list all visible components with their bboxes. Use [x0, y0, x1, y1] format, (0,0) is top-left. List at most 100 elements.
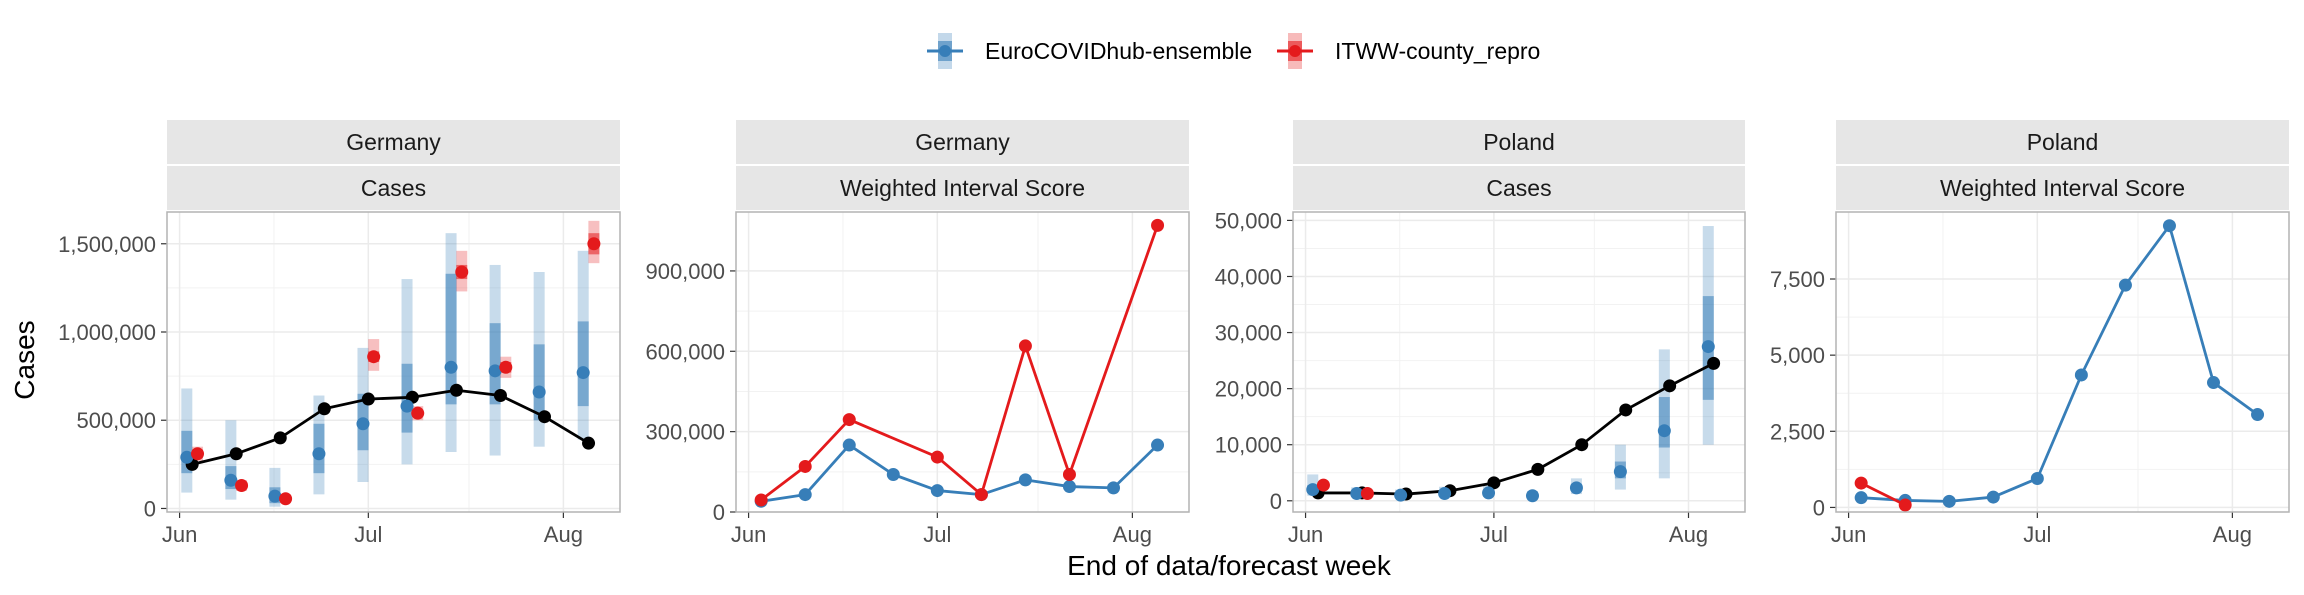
x-tick-label: Aug [2213, 522, 2252, 547]
interval-50-eurocovidhub-ensemble [1658, 397, 1670, 448]
series-point-itww-county-repro [1062, 468, 1076, 481]
y-tick-label: 20,000 [1215, 377, 1282, 402]
series-point-itww-county-repro [842, 413, 856, 427]
median-point-eurocovidhub-ensemble [312, 447, 326, 461]
series-point-eurocovidhub-ensemble [2207, 376, 2220, 390]
series-point-observed [229, 447, 243, 461]
interval-50-eurocovidhub-ensemble [577, 321, 589, 407]
series-line-eurocovidhub-ensemble [1861, 224, 2259, 503]
series-point-eurocovidhub-ensemble [1062, 480, 1076, 494]
series-point-eurocovidhub-ensemble [2030, 471, 2044, 485]
strip-label-target: Cases [1486, 175, 1551, 201]
median-point-eurocovidhub-ensemble [180, 450, 194, 464]
y-tick-label: 0 [1813, 495, 1825, 520]
series-point-eurocovidhub-ensemble [2074, 368, 2088, 382]
panel-4: Poland Weighted Interval Score 0 2,500 5,000… [1770, 120, 2290, 547]
median-point-eurocovidhub-ensemble [1569, 481, 1583, 495]
series-point-observed [1487, 476, 1501, 490]
strip-label-location: Germany [346, 129, 441, 155]
series-point-eurocovidhub-ensemble [2251, 408, 2265, 422]
median-point-eurocovidhub-ensemble [488, 364, 502, 378]
series-line-itww-county-repro [760, 224, 1159, 502]
series-point-observed [493, 389, 507, 403]
data-layer [1854, 219, 2265, 512]
y-tick-label: 900,000 [645, 259, 725, 284]
strip-top [1293, 120, 1745, 164]
median-point-itww-county-repro [455, 265, 469, 279]
series-point-observed [449, 383, 463, 397]
x-tick-label: Aug [1113, 522, 1152, 547]
median-point-eurocovidhub-ensemble [576, 366, 590, 380]
y-tick-label: 2,500 [1770, 419, 1825, 444]
panel-background [1836, 212, 2289, 512]
series-point-eurocovidhub-ensemble [798, 488, 812, 502]
median-point-eurocovidhub-ensemble [1394, 488, 1408, 502]
strip-bottom [167, 166, 620, 210]
y-tick-label: 40,000 [1215, 264, 1282, 289]
legend-label: EuroCOVIDhub-ensemble [985, 38, 1252, 64]
panel-border [735, 211, 1190, 513]
median-point-eurocovidhub-ensemble [268, 489, 282, 503]
median-point-itww-county-repro [279, 492, 293, 506]
x-tick-label: Jul [2023, 522, 2051, 547]
strip-bottom [1293, 166, 1745, 210]
x-tick-label: Jun [1288, 522, 1323, 547]
strip-label-location: Germany [915, 129, 1010, 155]
median-point-eurocovidhub-ensemble [444, 360, 458, 374]
series-point-itww-county-repro [974, 488, 988, 502]
series-point-eurocovidhub-ensemble [1151, 438, 1165, 452]
median-point-itww-county-repro [1360, 486, 1374, 500]
series-point-eurocovidhub-ensemble [1942, 494, 1956, 508]
series-point-observed [1663, 379, 1677, 393]
legend-label: ITWW-county_repro [1335, 38, 1540, 64]
series-point-eurocovidhub-ensemble [1107, 481, 1120, 495]
median-point-itww-county-repro [235, 479, 249, 493]
x-tick-label: Jul [1480, 522, 1508, 547]
x-tick-label: Jun [1831, 522, 1866, 547]
series-point-observed [1531, 462, 1545, 476]
series-point-eurocovidhub-ensemble [2162, 219, 2176, 233]
series-point-observed [582, 436, 596, 450]
series-point-eurocovidhub-ensemble [1854, 491, 1868, 505]
series-point-observed [538, 410, 551, 424]
panel-background [1293, 212, 1745, 512]
series-point-itww-county-repro [798, 459, 812, 473]
strip-bottom [736, 166, 1189, 210]
data-layer [754, 218, 1165, 508]
strip-bottom [1836, 166, 2289, 210]
legend-point-key [939, 45, 951, 57]
series-point-observed [1575, 438, 1589, 452]
series-line-observed [1318, 362, 1715, 496]
strip-top [736, 120, 1189, 164]
interval-50-eurocovidhub-ensemble [489, 323, 501, 405]
median-point-eurocovidhub-ensemble [1306, 483, 1320, 497]
series-point-itww-county-repro [930, 450, 944, 464]
series-line-eurocovidhub-ensemble [760, 443, 1159, 503]
series-point-observed [273, 431, 287, 445]
panel-border [166, 211, 621, 513]
median-point-eurocovidhub-ensemble [224, 473, 238, 487]
median-point-eurocovidhub-ensemble [1657, 424, 1671, 438]
series-point-observed [1707, 356, 1721, 370]
median-point-itww-county-repro [587, 237, 601, 251]
x-tick-label: Jun [731, 522, 766, 547]
data-layer [1306, 226, 1721, 503]
y-tick-label: 7,500 [1770, 267, 1825, 292]
median-point-eurocovidhub-ensemble [356, 417, 370, 431]
series-line-observed [191, 388, 590, 466]
legend-point-key [1289, 45, 1301, 57]
median-point-eurocovidhub-ensemble [1525, 489, 1539, 503]
y-tick-label: 10,000 [1215, 433, 1282, 458]
panel-border [1292, 211, 1746, 513]
median-point-itww-county-repro [1316, 478, 1330, 492]
median-point-eurocovidhub-ensemble [532, 385, 546, 399]
y-tick-label: 0 [1270, 489, 1282, 514]
strip-label-target: Cases [361, 175, 426, 201]
legend-item-2: ITWW-county_repro [1277, 33, 1540, 69]
legend: EuroCOVIDhub-ensemble ITWW-county_repro [927, 33, 1540, 69]
y-tick-label: 0 [144, 496, 156, 521]
y-tick-label: 1,000,000 [58, 320, 156, 345]
x-tick-label: Aug [544, 522, 583, 547]
y-tick-label: 5,000 [1770, 343, 1825, 368]
panel-3: Poland Cases 0 10,000 20,000 30,000 40,000 50,0… [1215, 120, 1746, 547]
